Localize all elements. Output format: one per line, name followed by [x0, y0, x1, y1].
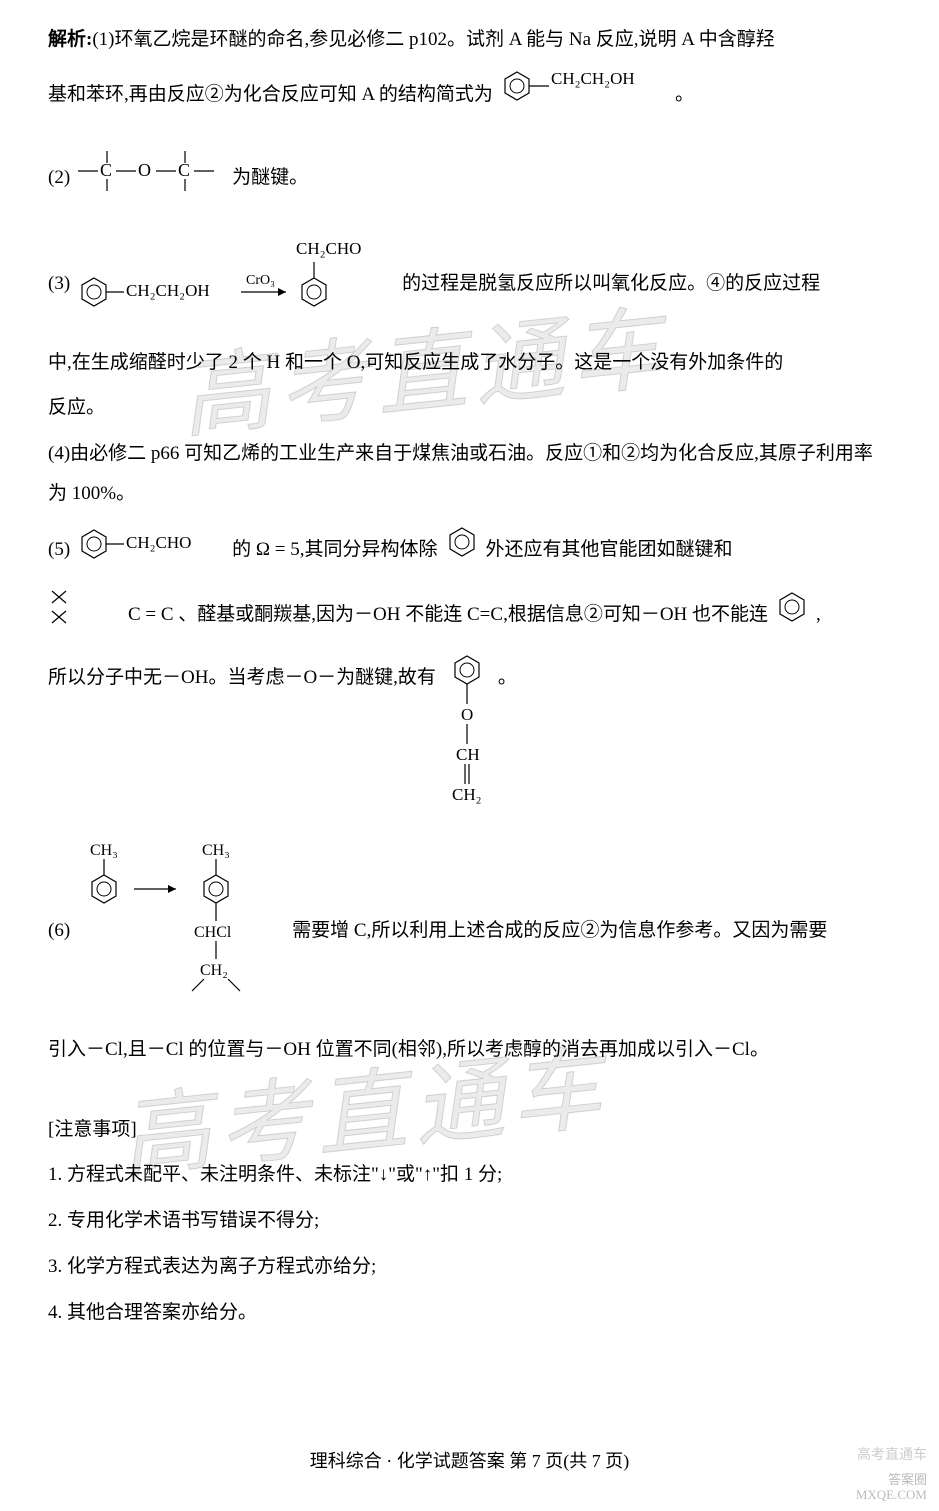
para-3: (3) CH₂CH₂OH CrO₃ CH₂CHO 的过程是脱氢反应所以叫氧化反应… — [48, 232, 891, 337]
svg-text:C: C — [100, 160, 112, 180]
reaction-3-icon: CH₂CH₂OH CrO₃ CH₂CHO — [76, 232, 396, 337]
benzene-plain-icon-2 — [774, 587, 810, 642]
p1-text-a: (1)环氧乙烷是环醚的命名,参见必修二 p102。试剂 A 能与 Na 反应,说… — [92, 29, 774, 50]
p5-mid2: 外还应有其他官能团如醚键和 — [486, 530, 733, 570]
svg-text:CH₂: CH₂ — [452, 785, 482, 804]
para-2: (2) C O C 为醚键。 — [48, 143, 891, 214]
analysis-label: 解析: — [48, 29, 92, 50]
p2-post: 为醚键。 — [232, 158, 308, 198]
p5-label: (5) — [48, 530, 70, 570]
p3-post: 的过程是脱氢反应所以叫氧化反应。④的反应过程 — [402, 264, 820, 304]
p6-label: (6) — [48, 911, 70, 951]
para-6: (6) CH₃ CH₃ CHCl CH₂ 需要增 C,所以利用上述合成的反应②为… — [48, 839, 891, 1024]
p5-line3-pre: 所以分子中无－OH。当考虑－O－为醚键,故有 — [48, 650, 436, 698]
p5-mid1: 的 Ω = 5,其同分异构体除 — [232, 530, 437, 570]
p1b-pre: 基和苯环,再由反应②为化合反应可知 A 的结构简式为 — [48, 75, 493, 115]
svg-text:CH₂CHO: CH₂CHO — [296, 239, 361, 258]
notes-list: 1. 方程式未配平、未注明条件、未标注"↓"或"↑"扣 1 分; 2. 专用化学… — [48, 1155, 891, 1333]
para-3-line2: 中,在生成缩醛时少了 2 个 H 和一个 O,可知反应生成了水分子。这是一个没有… — [48, 343, 891, 383]
p6-post: 需要增 C,所以利用上述合成的反应②为信息作参考。又因为需要 — [292, 911, 827, 951]
note-1: 1. 方程式未配平、未注明条件、未标注"↓"或"↑"扣 1 分; — [48, 1155, 891, 1195]
corner-wm-2: MXQE.COM — [856, 1487, 927, 1503]
para-1b: 基和苯环,再由反应②为化合反应可知 A 的结构简式为 CH₂CH₂OH 。 — [48, 66, 891, 125]
ether-bond-icon: C O C — [76, 143, 226, 214]
svg-text:CH: CH — [456, 745, 480, 764]
corner-wm-1: 答案圈 — [856, 1472, 927, 1488]
para-3-line3: 反应。 — [48, 388, 891, 428]
svg-text:CHCl: CHCl — [194, 924, 232, 941]
para-6-line2: 引入－Cl,且－Cl 的位置与－OH 位置不同(相邻),所以考虑醇的消去再加成以… — [48, 1030, 891, 1070]
svg-text:CH₂: CH₂ — [200, 962, 228, 979]
reaction-6-icon: CH₃ CH₃ CHCl CH₂ — [76, 839, 286, 1024]
notes-title: [注意事项] — [48, 1110, 891, 1150]
para-4: (4)由必修二 p66 可知乙烯的工业生产来自于煤焦油或石油。反应①和②均为化合… — [48, 434, 891, 514]
p1-formula-text: CH₂CH₂OH — [551, 69, 635, 88]
benzene-ch2cho-icon: CH₂CHO — [76, 520, 226, 579]
note-4: 4. 其他合理答案亦给分。 — [48, 1293, 891, 1333]
svg-text:O: O — [138, 160, 151, 180]
corner-watermark: 答案圈 MXQE.COM — [856, 1472, 927, 1503]
p5-line2-post: , — [816, 595, 821, 635]
benzene-plain-icon — [444, 522, 480, 577]
note-3: 3. 化学方程式表达为离子方程式亦给分; — [48, 1247, 891, 1287]
para-5-line3: 所以分子中无－OH。当考虑－O－为醚键,故有 O CH CH₂ 。 — [48, 650, 891, 825]
p5-line3-post: 。 — [498, 650, 517, 698]
svg-text:CH₃: CH₃ — [202, 842, 230, 859]
page-footer: 理科综合 · 化学试题答案 第 7 页(共 7 页) — [48, 1443, 891, 1481]
svg-text:CH₂CH₂OH: CH₂CH₂OH — [126, 281, 210, 300]
svg-text:O: O — [461, 705, 473, 724]
benzene-o-ch-ch2-icon: O CH CH₂ — [442, 650, 492, 825]
svg-text:CrO₃: CrO₃ — [246, 273, 275, 288]
c-double-c-icon — [48, 585, 118, 644]
benzene-ch2ch2oh-icon: CH₂CH₂OH — [499, 66, 669, 125]
p3-label: (3) — [48, 264, 70, 304]
p5-line2-pre: C = C 、醛基或酮羰基,因为－OH 不能连 C=C,根据信息②可知－OH 也… — [128, 595, 768, 635]
p2-pre: (2) — [48, 158, 70, 198]
corner-logo: 高考直通车 — [857, 1441, 927, 1470]
note-2: 2. 专用化学术语书写错误不得分; — [48, 1201, 891, 1241]
svg-text:C: C — [178, 160, 190, 180]
svg-text:CH₃: CH₃ — [90, 842, 118, 859]
para-5: (5) CH₂CHO 的 Ω = 5,其同分异构体除 外还应有其他官能团如醚键和 — [48, 520, 891, 579]
para-5-line2: C = C 、醛基或酮羰基,因为－OH 不能连 C=C,根据信息②可知－OH 也… — [48, 585, 891, 644]
para-1: 解析:(1)环氧乙烷是环醚的命名,参见必修二 p102。试剂 A 能与 Na 反… — [48, 20, 891, 60]
svg-text:CH₂CHO: CH₂CHO — [126, 533, 191, 552]
p1b-post: 。 — [675, 75, 694, 115]
